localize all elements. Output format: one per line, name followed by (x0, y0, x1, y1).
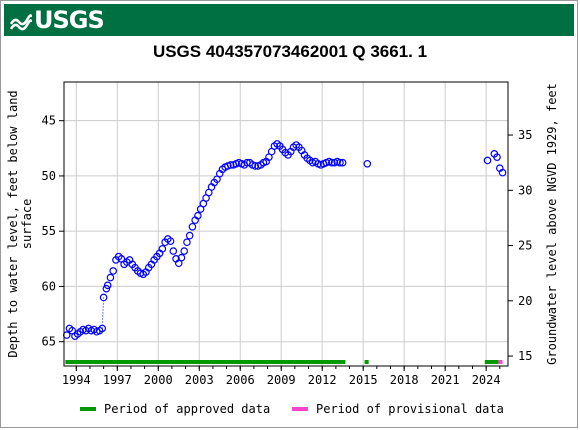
data-point (109, 267, 117, 275)
y-axis-label-line: Depth to water level, feet below land (6, 90, 20, 357)
data-point (98, 324, 107, 333)
data-point (106, 273, 115, 282)
data-point (188, 222, 197, 231)
y-axis-label-line: surface (20, 199, 34, 250)
legend-swatch-approved (80, 407, 96, 411)
y2-tick-label: 25 (518, 239, 532, 253)
approval-bar-provisional (498, 360, 503, 364)
data-point (336, 158, 344, 167)
approval-bar-approved (364, 360, 369, 364)
gap-connector-line (101, 297, 105, 329)
x-tick-label: 2024 (472, 373, 501, 387)
data-point (180, 247, 189, 255)
data-point (327, 158, 336, 167)
y-axis-label: Depth to water level, feet below landsur… (6, 90, 34, 357)
y-tick-label: 45 (42, 114, 56, 128)
y2-tick-label: 35 (518, 128, 532, 142)
approval-bar-approved (484, 360, 499, 364)
data-point (194, 211, 202, 220)
approval-bars (65, 360, 503, 364)
data-point (483, 156, 492, 165)
x-tick-label: 2015 (349, 373, 378, 387)
data-point (177, 253, 186, 262)
data-point (493, 153, 501, 161)
axis-ticks (59, 120, 513, 371)
x-tick-label: 1997 (103, 373, 132, 387)
axis-labels: 1994 1997 2000 2003 2006 2009 2012 2015 2018 2021… (6, 83, 559, 387)
legend: Period of approved data Period of provis… (0, 402, 580, 418)
data-point (166, 237, 175, 245)
legend-label-provisional: Period of provisional data (316, 402, 504, 416)
legend-label-approved: Period of approved data (104, 402, 271, 416)
y-tick-label: 55 (42, 224, 56, 238)
y2-tick-label: 15 (518, 349, 532, 363)
x-tick-label: 2006 (226, 373, 255, 387)
usgs-logo: USGS (10, 6, 105, 34)
gap-connector (101, 297, 105, 329)
x-tick-label: 2012 (308, 373, 337, 387)
data-point (183, 238, 191, 247)
data-point (169, 247, 178, 255)
data-point (498, 168, 507, 177)
plot-border (63, 81, 509, 367)
approval-bar-approved (65, 360, 346, 364)
y-tick-label: 50 (42, 169, 56, 183)
data-point (338, 158, 347, 167)
legend-swatch-provisional (292, 407, 308, 411)
data-point (185, 231, 194, 240)
x-tick-label: 2009 (267, 373, 296, 387)
y-tick-label: 60 (42, 279, 56, 293)
y-tick-label: 65 (42, 335, 56, 349)
data-points (62, 140, 507, 340)
data-point (103, 281, 112, 290)
data-point (99, 293, 108, 302)
x-tick-label: 2021 (431, 373, 460, 387)
grid-lines (64, 82, 508, 366)
x-tick-label: 1994 (62, 373, 91, 387)
data-point (158, 245, 167, 253)
legend-item-approved: Period of approved data (80, 402, 270, 416)
usgs-logo-text: USGS (34, 6, 105, 34)
y2-axis-label: Groundwater level above NGVD 1929, feet (545, 83, 559, 365)
x-tick-label: 2003 (185, 373, 214, 387)
data-point (226, 161, 235, 169)
data-point (251, 162, 260, 170)
usgs-wave-icon (10, 14, 32, 31)
legend-item-provisional: Period of provisional data (292, 402, 504, 416)
data-point (363, 159, 372, 168)
y2-tick-label: 20 (518, 294, 532, 308)
x-tick-label: 2018 (390, 373, 419, 387)
x-tick-label: 2000 (144, 373, 173, 387)
y2-tick-label: 30 (518, 183, 532, 197)
usgs-banner: USGS (4, 4, 574, 36)
chart-title: USGS 404357073462001 Q 3661. 1 (152, 42, 428, 61)
